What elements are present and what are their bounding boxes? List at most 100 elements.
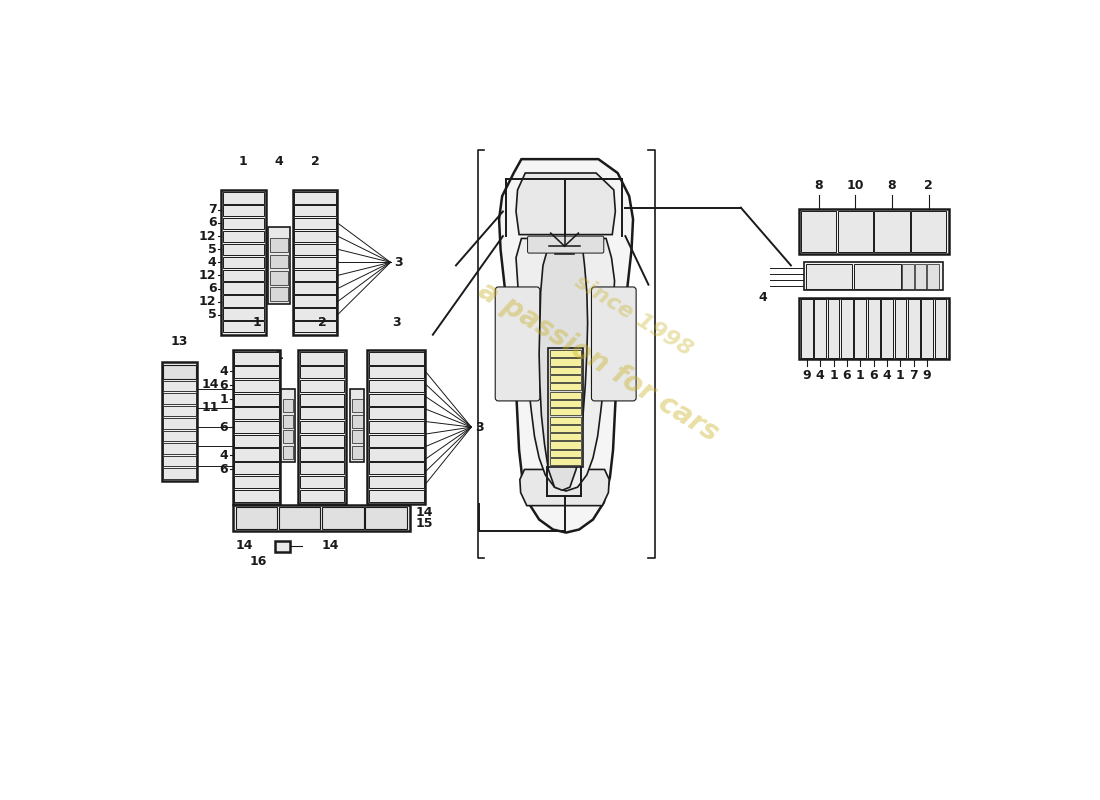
Bar <box>299 421 344 433</box>
Text: 4: 4 <box>208 256 217 269</box>
Bar <box>299 380 344 392</box>
Bar <box>368 394 424 406</box>
Bar <box>283 399 294 413</box>
Bar <box>550 375 582 382</box>
Bar <box>295 205 336 217</box>
Bar <box>283 414 294 428</box>
Bar <box>270 238 288 252</box>
Bar <box>921 299 933 358</box>
Bar <box>368 407 424 419</box>
Bar <box>805 264 852 289</box>
Bar <box>550 458 582 466</box>
Bar <box>799 209 948 254</box>
Text: 14: 14 <box>235 538 253 552</box>
Text: 9: 9 <box>803 369 811 382</box>
Bar <box>222 321 264 332</box>
Bar <box>222 282 264 294</box>
Bar <box>222 192 264 203</box>
Bar <box>234 353 279 365</box>
Bar <box>352 430 363 443</box>
Text: 15: 15 <box>416 517 433 530</box>
Text: 1: 1 <box>829 369 838 382</box>
Bar <box>368 462 424 474</box>
Bar <box>293 190 338 334</box>
FancyBboxPatch shape <box>528 236 604 253</box>
Bar <box>222 231 264 242</box>
Bar <box>368 490 424 502</box>
Bar <box>279 507 320 529</box>
Bar <box>368 353 424 365</box>
Text: 6: 6 <box>219 462 228 475</box>
Bar <box>299 462 344 474</box>
Text: 12: 12 <box>199 269 217 282</box>
Bar <box>282 389 295 462</box>
Bar <box>283 430 294 443</box>
Text: 3: 3 <box>395 256 403 269</box>
Bar <box>295 218 336 230</box>
Bar <box>908 299 920 358</box>
Text: 12: 12 <box>199 230 217 242</box>
Bar <box>352 446 363 458</box>
Bar <box>299 407 344 419</box>
FancyBboxPatch shape <box>495 287 540 401</box>
Bar <box>368 366 424 378</box>
Text: 6: 6 <box>219 378 228 391</box>
Bar <box>550 425 582 432</box>
Bar <box>814 299 826 358</box>
Text: 6: 6 <box>208 282 217 295</box>
Bar <box>550 366 582 374</box>
Bar <box>222 244 264 255</box>
Bar <box>351 389 364 462</box>
FancyBboxPatch shape <box>592 287 636 401</box>
Bar <box>550 358 582 366</box>
Text: 9: 9 <box>923 369 932 382</box>
Bar <box>270 254 288 269</box>
Bar <box>234 434 279 447</box>
Text: 10: 10 <box>847 179 864 192</box>
Text: 4: 4 <box>275 155 283 168</box>
Bar <box>295 308 336 319</box>
Bar <box>295 244 336 255</box>
Bar <box>234 490 279 502</box>
Bar <box>233 350 280 504</box>
Bar <box>295 282 336 294</box>
Text: 13: 13 <box>170 334 188 348</box>
Bar <box>881 299 893 358</box>
Bar <box>915 264 926 289</box>
Text: 4: 4 <box>219 449 228 462</box>
Bar <box>935 299 946 358</box>
Text: 14: 14 <box>416 506 433 519</box>
Bar <box>550 392 582 398</box>
Bar <box>367 350 425 504</box>
Bar <box>163 381 196 391</box>
Bar <box>801 210 836 252</box>
Bar <box>234 476 279 488</box>
Bar <box>163 469 196 478</box>
Bar <box>838 210 873 252</box>
Bar <box>842 299 852 358</box>
Bar <box>233 505 409 531</box>
Text: 3: 3 <box>475 421 484 434</box>
Bar <box>299 449 344 461</box>
Text: 4: 4 <box>219 365 228 378</box>
Bar <box>163 418 196 429</box>
Bar <box>234 366 279 378</box>
Bar <box>299 434 344 447</box>
Bar <box>295 257 336 268</box>
Text: 1: 1 <box>896 369 905 382</box>
Bar <box>270 287 288 301</box>
Bar <box>222 257 264 268</box>
Bar <box>854 264 901 289</box>
Bar <box>868 299 880 358</box>
Bar <box>163 394 196 404</box>
Text: 6: 6 <box>208 216 217 230</box>
Text: 4: 4 <box>816 369 825 382</box>
Bar <box>235 507 277 529</box>
Text: since 1998: since 1998 <box>571 271 695 360</box>
Bar <box>550 433 582 440</box>
Bar <box>799 298 948 359</box>
Bar <box>550 400 582 407</box>
Text: 4: 4 <box>882 369 891 382</box>
Text: 8: 8 <box>888 179 896 192</box>
Polygon shape <box>499 159 634 533</box>
